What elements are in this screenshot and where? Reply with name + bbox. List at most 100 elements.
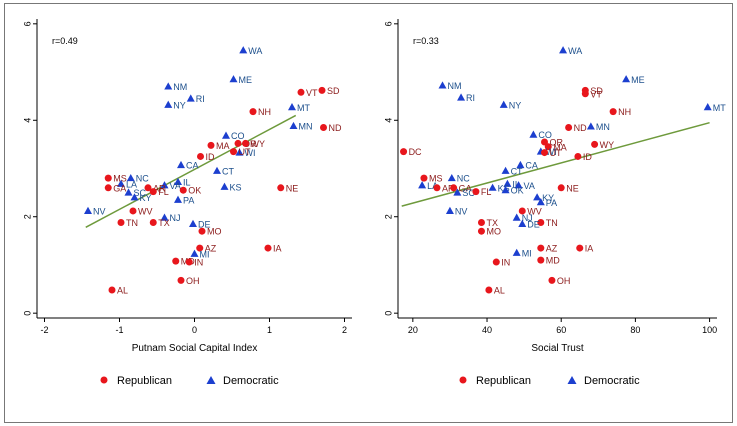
point-mo-republican — [477, 227, 485, 235]
point-oh-republican — [177, 276, 185, 284]
x-tick-label: -1 — [115, 325, 123, 335]
y-tick-label: 6 — [383, 21, 393, 26]
point-nc-democratic — [447, 173, 456, 182]
legend-democratic-label: Democratic — [223, 375, 279, 387]
point-label-nh: NH — [258, 107, 271, 117]
point-label-ga: GA — [459, 183, 472, 193]
point-dc-republican — [400, 148, 408, 156]
point-vt-republican — [297, 88, 305, 96]
point-pa-democratic — [536, 198, 545, 206]
fit-line — [401, 121, 710, 207]
point-label-ms: MS — [429, 174, 443, 184]
correlation-annotation: r=0.33 — [413, 36, 439, 46]
point-il-democratic — [503, 179, 512, 187]
point-label-sc: SC — [462, 188, 475, 198]
point-ks-democratic — [488, 183, 497, 191]
point-wv-republican — [518, 207, 526, 215]
point-label-me: ME — [239, 75, 253, 85]
point-mt-democratic — [288, 103, 296, 111]
point-me-democratic — [229, 75, 238, 83]
point-label-mi: MI — [200, 249, 210, 259]
point-ri-democratic — [457, 93, 466, 101]
point-md-republican — [537, 256, 545, 264]
point-ut-republican — [541, 149, 549, 157]
x-tick-label: 20 — [408, 325, 418, 335]
point-label-mi: MI — [522, 248, 532, 258]
point-wy-republican — [242, 139, 249, 147]
point-nj-democratic — [512, 213, 521, 221]
point-label-nh: NH — [618, 107, 631, 117]
point-label-il: IL — [512, 179, 520, 189]
point-label-nj: NJ — [522, 213, 533, 223]
point-me-democratic — [622, 75, 631, 83]
point-label-ar: AR — [442, 183, 455, 193]
point-label-nv: NV — [93, 206, 106, 216]
point-wv-republican — [129, 207, 137, 215]
x-tick-label: 2 — [342, 325, 347, 335]
legend-left: Republican Democratic — [100, 375, 279, 387]
point-ar-republican — [433, 184, 441, 192]
point-label-fl: FL — [158, 187, 169, 197]
point-sc-democratic — [124, 188, 133, 196]
point-label-nc: NC — [136, 174, 149, 184]
x-tick-label: 100 — [702, 325, 717, 335]
point-ma-republican — [544, 143, 552, 151]
point-la-democratic — [117, 179, 125, 187]
point-ky-democratic — [130, 193, 139, 201]
point-il-democratic — [174, 177, 182, 186]
legend-republican-marker — [100, 376, 108, 384]
point-in-republican — [492, 258, 500, 266]
point-label-co: CO — [538, 130, 552, 140]
chart-panel-left: 0 2 4 6 -2 -1 0 1 2 Putnam Social Capital Index r=… — [22, 19, 352, 354]
point-label-ri: RI — [196, 94, 205, 104]
point-label-ks: KS — [230, 182, 242, 192]
point-label-de: DE — [198, 219, 211, 229]
point-label-va: VA — [524, 181, 535, 191]
point-label-wa: WA — [568, 46, 582, 56]
y-tick-label: 2 — [383, 214, 393, 219]
point-label-ne: NE — [566, 183, 579, 193]
point-label-nv: NV — [455, 206, 468, 216]
point-label-tx: TX — [158, 218, 170, 228]
point-ks-democratic — [220, 182, 229, 190]
point-nm-democratic — [438, 81, 447, 89]
point-ar-republican — [144, 184, 152, 192]
point-label-ut: UT — [239, 147, 251, 157]
point-label-nd: ND — [574, 123, 587, 133]
legend-republican-marker — [459, 376, 467, 384]
point-label-ny: NY — [173, 100, 186, 110]
point-ut-republican — [230, 148, 237, 156]
point-label-wi: WI — [546, 147, 557, 157]
point-nd-republican — [320, 124, 327, 132]
point-label-la: LA — [427, 181, 438, 191]
point-ne-republican — [277, 184, 285, 192]
x-tick-label: 0 — [192, 325, 197, 335]
point-label-ut: UT — [550, 148, 562, 158]
point-label-nm: NM — [448, 81, 462, 91]
point-label-ky: KY — [542, 193, 554, 203]
point-label-az: AZ — [205, 244, 217, 254]
point-al-republican — [485, 286, 493, 294]
point-fl-republican — [472, 188, 480, 196]
point-label-nj: NJ — [170, 213, 181, 223]
point-label-az: AZ — [546, 244, 558, 254]
point-tn-republican — [537, 219, 545, 227]
point-or-republican — [234, 139, 242, 147]
point-ia-republican — [576, 244, 584, 252]
point-ms-republican — [420, 174, 428, 182]
point-mt-democratic — [703, 103, 712, 111]
point-label-fl: FL — [481, 187, 492, 197]
point-ny-democratic — [499, 100, 508, 108]
point-ma-republican — [207, 141, 215, 149]
legend-democratic-marker — [567, 376, 577, 384]
point-label-tn: TN — [546, 218, 558, 228]
point-label-wy: WY — [251, 139, 266, 149]
point-mn-democratic — [586, 122, 595, 130]
point-az-republican — [196, 244, 204, 252]
x-tick-label: 1 — [267, 325, 272, 335]
point-wy-republican — [591, 140, 599, 148]
point-wa-democratic — [559, 46, 568, 54]
point-label-in: IN — [501, 258, 510, 268]
point-label-la: LA — [126, 179, 137, 189]
x-tick-label: 60 — [556, 325, 566, 335]
